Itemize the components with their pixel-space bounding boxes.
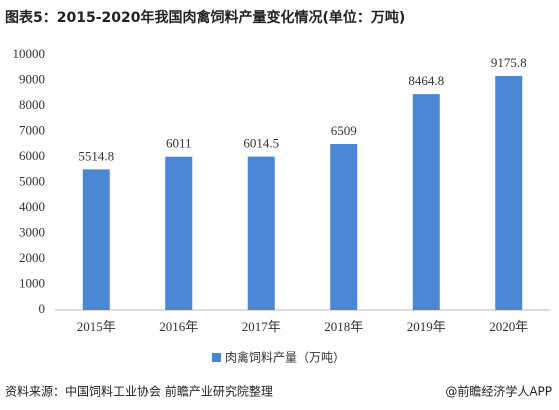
bar [247,156,275,310]
y-tick-label: 3000 [19,224,45,239]
x-tick-label: 2017年 [242,319,281,334]
y-tick-label: 5000 [19,173,45,188]
y-tick-label: 8000 [19,97,45,112]
value-label: 6509 [331,123,357,138]
bar [82,169,110,310]
value-label: 6011 [166,136,192,151]
chart-title: 图表5：2015-2020年我国肉禽饲料产量变化情况(单位：万吨) [5,9,405,26]
value-label: 5514.8 [78,148,114,163]
x-tick-label: 2018年 [324,319,363,334]
legend-label: 肉禽饲料产量（万吨） [225,350,345,365]
value-label: 8464.8 [408,73,444,88]
y-tick-label: 9000 [19,71,45,86]
y-tick-label: 2000 [19,250,45,265]
x-tick-label: 2015年 [77,319,116,334]
y-tick-label: 6000 [19,148,45,163]
y-tick-label: 0 [39,301,46,316]
y-tick-label: 4000 [19,199,45,214]
value-label: 6014.5 [243,136,279,151]
x-tick-label: 2016年 [159,319,198,334]
bar [165,156,193,310]
bar [412,94,440,310]
bar [495,76,523,311]
y-tick-label: 7000 [19,122,45,137]
x-tick-label: 2019年 [407,319,446,334]
legend-swatch [212,353,221,362]
value-label: 9175.8 [491,55,527,70]
y-tick-label: 10000 [13,46,46,61]
x-tick-label: 2020年 [489,319,528,334]
y-tick-label: 1000 [19,275,45,290]
credit: @前瞻经济学人APP [445,384,552,399]
bar [330,144,358,310]
source: 资料来源：中国饲料工业协会 前瞻产业研究院整理 [5,384,273,399]
